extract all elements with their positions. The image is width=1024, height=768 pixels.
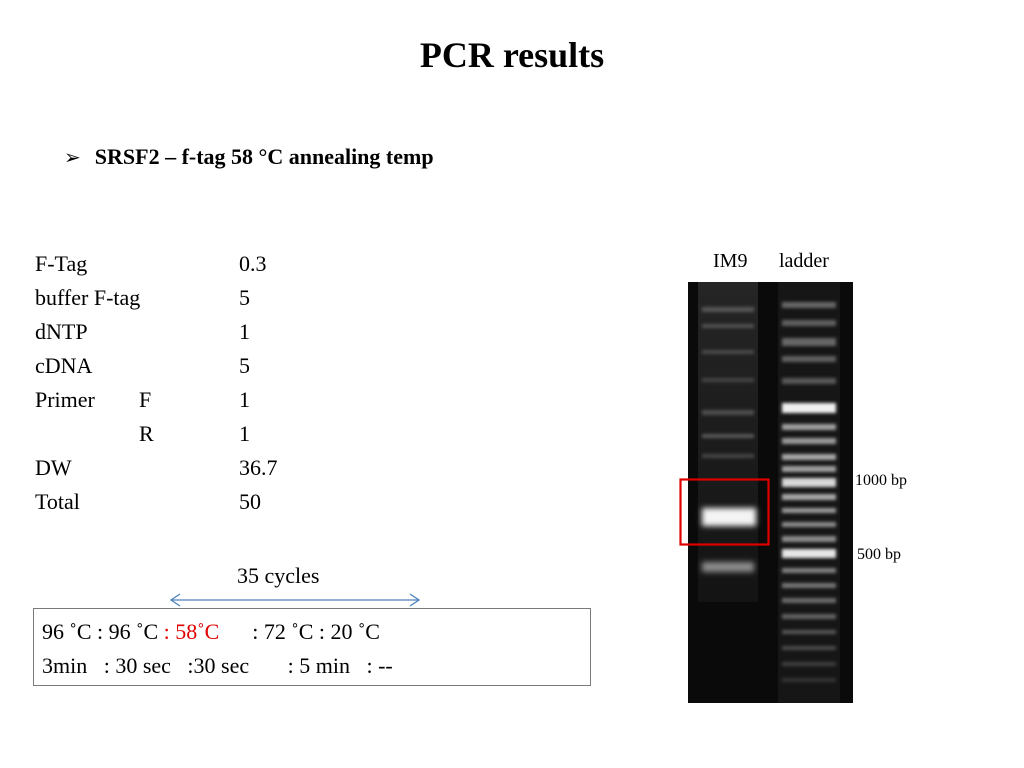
recipe-name: Primer	[35, 387, 95, 412]
pcr-conditions-box: 96 ˚C : 96 ˚C : 58˚C : 72 ˚C : 20 ˚C 3mi…	[33, 608, 591, 686]
recipe-name: F-Tag	[35, 251, 88, 276]
temps-pre: 96 ˚C : 96 ˚C	[42, 619, 164, 644]
recipe-value: 50	[239, 489, 261, 514]
lane-label-im9: IM9	[713, 250, 748, 272]
recipe-name: buffer F-tag	[35, 285, 141, 310]
recipe-value: 0.3	[239, 251, 267, 276]
arrowhead-bullet-icon: ➢	[64, 146, 81, 169]
double-arrow-icon	[169, 593, 421, 607]
recipe-name: dNTP	[35, 319, 88, 344]
annealing-temp-highlight: : 58˚C	[163, 619, 220, 644]
recipe-name: cDNA	[35, 353, 93, 378]
cycles-label: 35 cycles	[237, 563, 320, 588]
recipe-value: 1	[239, 387, 250, 412]
recipe-value: 1	[239, 319, 250, 344]
bullet-point: ➢ SRSF2 – f-tag 58 °C annealing temp	[64, 144, 434, 170]
gel-image	[688, 282, 853, 703]
lane-label-ladder: ladder	[779, 250, 829, 272]
recipe-value: 5	[239, 285, 250, 310]
marker-500bp: 500 bp	[857, 546, 901, 563]
recipe-name: DW	[35, 455, 72, 480]
recipe-value: 5	[239, 353, 250, 378]
temps-post: : 72 ˚C : 20 ˚C	[219, 619, 380, 644]
time-line: 3min : 30 sec :30 sec : 5 min : --	[42, 653, 393, 678]
highlight-box	[679, 478, 770, 546]
slide-title: PCR results	[419, 35, 605, 75]
recipe-name: Total	[35, 489, 80, 514]
temperature-line: 96 ˚C : 96 ˚C : 58˚C : 72 ˚C : 20 ˚C	[42, 619, 380, 645]
recipe-sub: F	[139, 387, 152, 412]
marker-1000bp: 1000 bp	[855, 472, 907, 489]
recipe-sub: R	[139, 421, 154, 446]
bullet-text: SRSF2 – f-tag 58 °C annealing temp	[94, 144, 434, 169]
recipe-value: 1	[239, 421, 250, 446]
recipe-value: 36.7	[239, 455, 278, 480]
